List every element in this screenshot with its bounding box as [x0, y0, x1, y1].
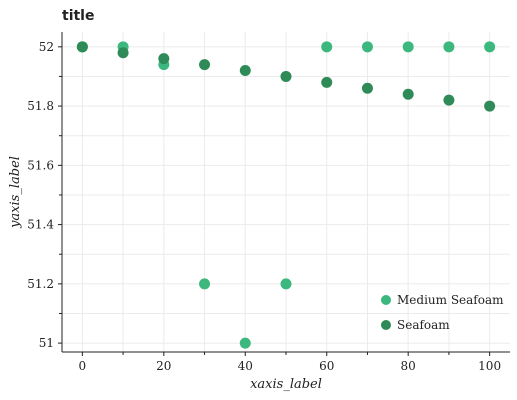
point-medium-seafoam [239, 337, 251, 349]
legend-label-medium-seafoam: Medium Seafoam [397, 293, 504, 307]
point-seafoam [239, 65, 251, 77]
point-seafoam [76, 41, 88, 53]
y-axis-label: yaxis_label [8, 156, 23, 229]
point-medium-seafoam [361, 41, 373, 53]
y-tick-label: 51.2 [27, 277, 54, 291]
point-seafoam [361, 82, 373, 94]
x-ticks: 0 20 40 60 80 100 [79, 352, 501, 373]
point-seafoam [402, 88, 414, 100]
point-medium-seafoam [280, 278, 292, 290]
x-tick-label: 100 [478, 359, 501, 373]
point-medium-seafoam [402, 41, 414, 53]
point-seafoam [158, 53, 170, 65]
point-seafoam [199, 59, 211, 71]
x-tick-label: 40 [238, 359, 253, 373]
x-axis-label: xaxis_label [250, 377, 322, 392]
y-tick-label: 51.6 [27, 158, 54, 172]
legend: Medium Seafoam Seafoam [381, 293, 504, 332]
y-tick-label: 51 [39, 336, 54, 350]
point-seafoam [280, 70, 292, 82]
point-seafoam [484, 100, 496, 112]
point-seafoam [443, 94, 455, 106]
series-seafoam [76, 41, 496, 112]
legend-label-seafoam: Seafoam [397, 318, 450, 332]
x-tick-label: 80 [401, 359, 416, 373]
point-medium-seafoam [443, 41, 455, 53]
x-tick-label: 60 [319, 359, 334, 373]
x-tick-label: 20 [156, 359, 171, 373]
chart-title: title [62, 8, 94, 24]
x-tick-label: 0 [79, 359, 87, 373]
point-seafoam [117, 47, 129, 59]
point-seafoam [321, 76, 333, 88]
point-medium-seafoam [484, 41, 496, 53]
point-medium-seafoam [199, 278, 211, 290]
y-tick-label: 51.4 [27, 218, 54, 232]
data-points [76, 41, 496, 349]
legend-marker-medium-seafoam [381, 295, 391, 305]
y-tick-label: 51.8 [27, 99, 54, 113]
point-medium-seafoam [321, 41, 333, 53]
y-tick-label: 52 [39, 40, 54, 54]
legend-marker-seafoam [381, 320, 391, 330]
y-ticks: 51 51.2 51.4 51.6 51.8 52 [27, 40, 62, 350]
